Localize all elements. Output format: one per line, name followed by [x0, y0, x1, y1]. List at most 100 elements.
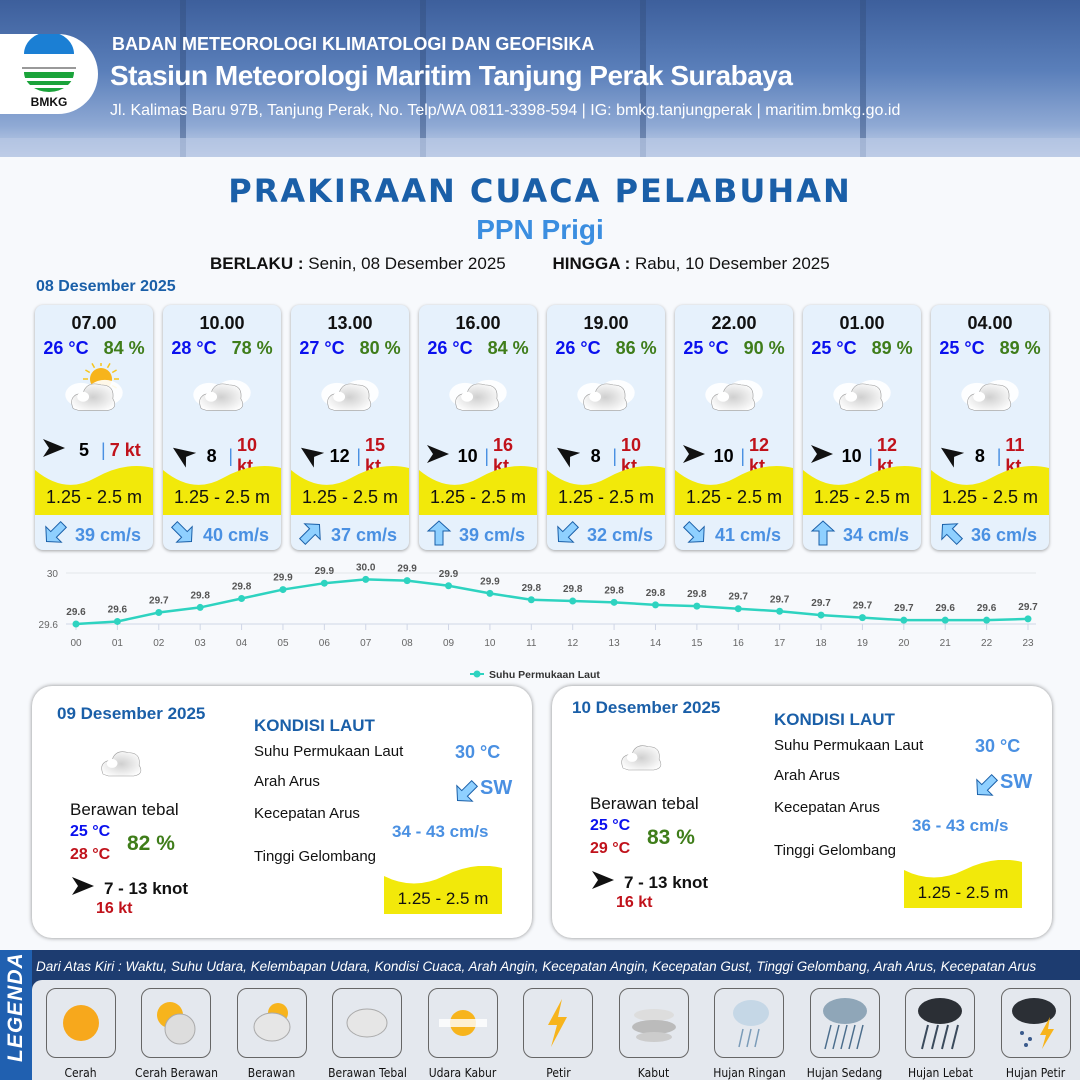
- validity-period: BERLAKU : Senin, 08 Desember 2025 HINGGA…: [210, 254, 830, 274]
- humidity: 84 %: [103, 338, 145, 358]
- data-point: [569, 597, 577, 605]
- day-panel-1: 09 Desember 2025 Berawan tebal 25 °C 28 …: [32, 686, 532, 938]
- wind-speed: 10: [713, 445, 734, 466]
- data-point: [693, 602, 701, 610]
- header-banner: [0, 0, 1080, 157]
- humidity: 89 %: [999, 338, 1041, 358]
- data-point: [113, 617, 121, 625]
- hujan-petir-icon: [1000, 988, 1071, 1058]
- sst-chart: 30 29.6 00 01 02 03 04 05 06 07 08 09 10 11 12 13 14 15 16…: [39, 562, 1039, 681]
- current-direction-icon: [681, 519, 709, 550]
- wind-direction-icon: [809, 441, 835, 472]
- air-temp: 26 °C: [555, 338, 601, 358]
- current-direction-icon: [972, 772, 1000, 805]
- forecast-card: 01.00 25 °C 89 % 10 | 12 kt 1.25 - 2.5 m 3…: [803, 305, 921, 550]
- y-tick-label: 30: [47, 569, 59, 580]
- legend-item-label: Hujan Ringan: [712, 1066, 786, 1080]
- svg-text:BMKG: BMKG: [31, 95, 68, 109]
- udara-kabur-icon: [427, 988, 498, 1058]
- humidity: 83 %: [647, 826, 695, 849]
- air-temp: 25 °C: [811, 338, 857, 358]
- current-dir-label: Arah Arus: [254, 773, 320, 790]
- legend-marker: [473, 670, 481, 678]
- forecast-card: 22.00 25 °C 90 % 10 | 12 kt 1.25 - 2.5 m 4…: [675, 305, 793, 550]
- x-tick-label: 15: [691, 638, 703, 649]
- legend-item: Petir: [511, 988, 606, 1080]
- legend-label: Suhu Permukaan Laut: [489, 669, 600, 681]
- data-point: [279, 586, 287, 594]
- wind-direction-icon: [169, 441, 197, 472]
- station-contact: Jl. Kalimas Baru 97B, Tanjung Perak, No.…: [110, 102, 901, 119]
- legend-title: LEGENDA: [4, 952, 27, 1062]
- berawan-tebal-icon: [332, 988, 402, 1058]
- x-tick-label: 17: [774, 638, 786, 649]
- data-label: 29.8: [232, 582, 252, 593]
- current-direction: SW: [1000, 771, 1033, 793]
- air-temp: 25 °C: [939, 338, 985, 358]
- x-tick-label: 12: [567, 638, 579, 649]
- wind-speed: 5: [78, 440, 89, 460]
- data-label: 29.7: [853, 601, 873, 612]
- legend-item: Hujan Lebat: [893, 988, 988, 1080]
- wave-height-value: 1.25 - 2.5 m: [301, 487, 399, 507]
- wind-speed: 8: [590, 445, 601, 466]
- hujan-ringan-icon: [714, 988, 784, 1058]
- legend-item: Cerah: [33, 988, 128, 1080]
- current-direction-icon: [452, 778, 480, 811]
- data-label: 29.8: [646, 588, 666, 599]
- data-label: 29.9: [439, 569, 459, 580]
- forecast-time: 01.00: [839, 313, 885, 333]
- data-point: [238, 595, 246, 602]
- legend: LEGENDA Dari Atas Kiri : Waktu, Suhu Uda…: [0, 950, 1080, 1080]
- forecast-time: 04.00: [967, 313, 1013, 333]
- data-label: 29.8: [522, 583, 542, 594]
- legend-item-label: Hujan Sedang: [806, 1066, 883, 1080]
- valid-from: Senin, 08 Desember 2025: [308, 254, 506, 273]
- data-label: 29.7: [149, 596, 169, 607]
- data-label: 29.6: [108, 604, 128, 615]
- wind-speed: 10: [457, 445, 478, 466]
- x-tick-label: 02: [153, 638, 165, 649]
- forecast-time: 10.00: [199, 313, 245, 333]
- legend-item-label: Berawan Tebal: [327, 1066, 407, 1080]
- wind-direction-icon: [70, 873, 96, 904]
- y-tick-label: 29.6: [39, 620, 59, 631]
- current-direction-icon: [425, 519, 453, 550]
- berawan-tebal-icon: [189, 371, 255, 421]
- humidity: 86 %: [615, 338, 657, 358]
- wave-height-value: 1.25 - 2.5 m: [429, 487, 527, 507]
- wind-direction-icon: [681, 441, 707, 472]
- air-temp: 26 °C: [43, 338, 89, 358]
- x-tick-label: 09: [443, 638, 455, 649]
- data-point: [900, 616, 908, 624]
- data-label: 29.7: [770, 594, 790, 605]
- wave-height-value: 1.25 - 2.5 m: [45, 487, 143, 507]
- agency-name: BADAN METEOROLOGI KLIMATOLOGI DAN GEOFIS…: [112, 34, 595, 54]
- condition: Berawan tebal: [590, 794, 699, 813]
- current-speed: 36 cm/s: [971, 525, 1038, 545]
- current-direction-icon: [297, 519, 325, 550]
- station-name: Stasiun Meteorologi Maritim Tanjung Pera…: [110, 60, 793, 91]
- x-tick-label: 11: [526, 638, 537, 649]
- current-speed: 40 cm/s: [203, 525, 270, 545]
- berawan-tebal-icon: [701, 371, 767, 421]
- wave-height-value: 1.25 - 2.5 m: [557, 487, 655, 507]
- day-date: 10 Desember 2025: [572, 698, 721, 717]
- current-speed-range: 36 - 43 cm/s: [912, 816, 1009, 835]
- berawan-tebal-icon: [317, 371, 383, 421]
- wind-speed: 12: [329, 445, 350, 466]
- data-label: 29.9: [397, 564, 417, 575]
- humidity: 80 %: [359, 338, 401, 358]
- forecast-card: 16.00 26 °C 84 % 10 | 16 kt 1.25 - 2.5 m 3…: [419, 305, 537, 550]
- current-speed: 37 cm/s: [331, 525, 398, 545]
- current-speed: 39 cm/s: [459, 525, 526, 545]
- x-tick-label: 20: [898, 638, 910, 649]
- sst-value: 30 °C: [455, 742, 501, 762]
- data-label: 29.8: [687, 589, 707, 600]
- forecast-card: 07.00 26 °C 84 % 5 | 7 kt 1.25 - 2.5 m 39 …: [35, 305, 153, 550]
- data-point: [734, 605, 742, 613]
- page-title: PRAKIRAAN CUACA PELABUHAN: [228, 172, 852, 210]
- gust-speed: 7 kt: [109, 440, 141, 460]
- x-tick-label: 22: [981, 638, 993, 649]
- legend-item-label: Petir: [545, 1066, 571, 1080]
